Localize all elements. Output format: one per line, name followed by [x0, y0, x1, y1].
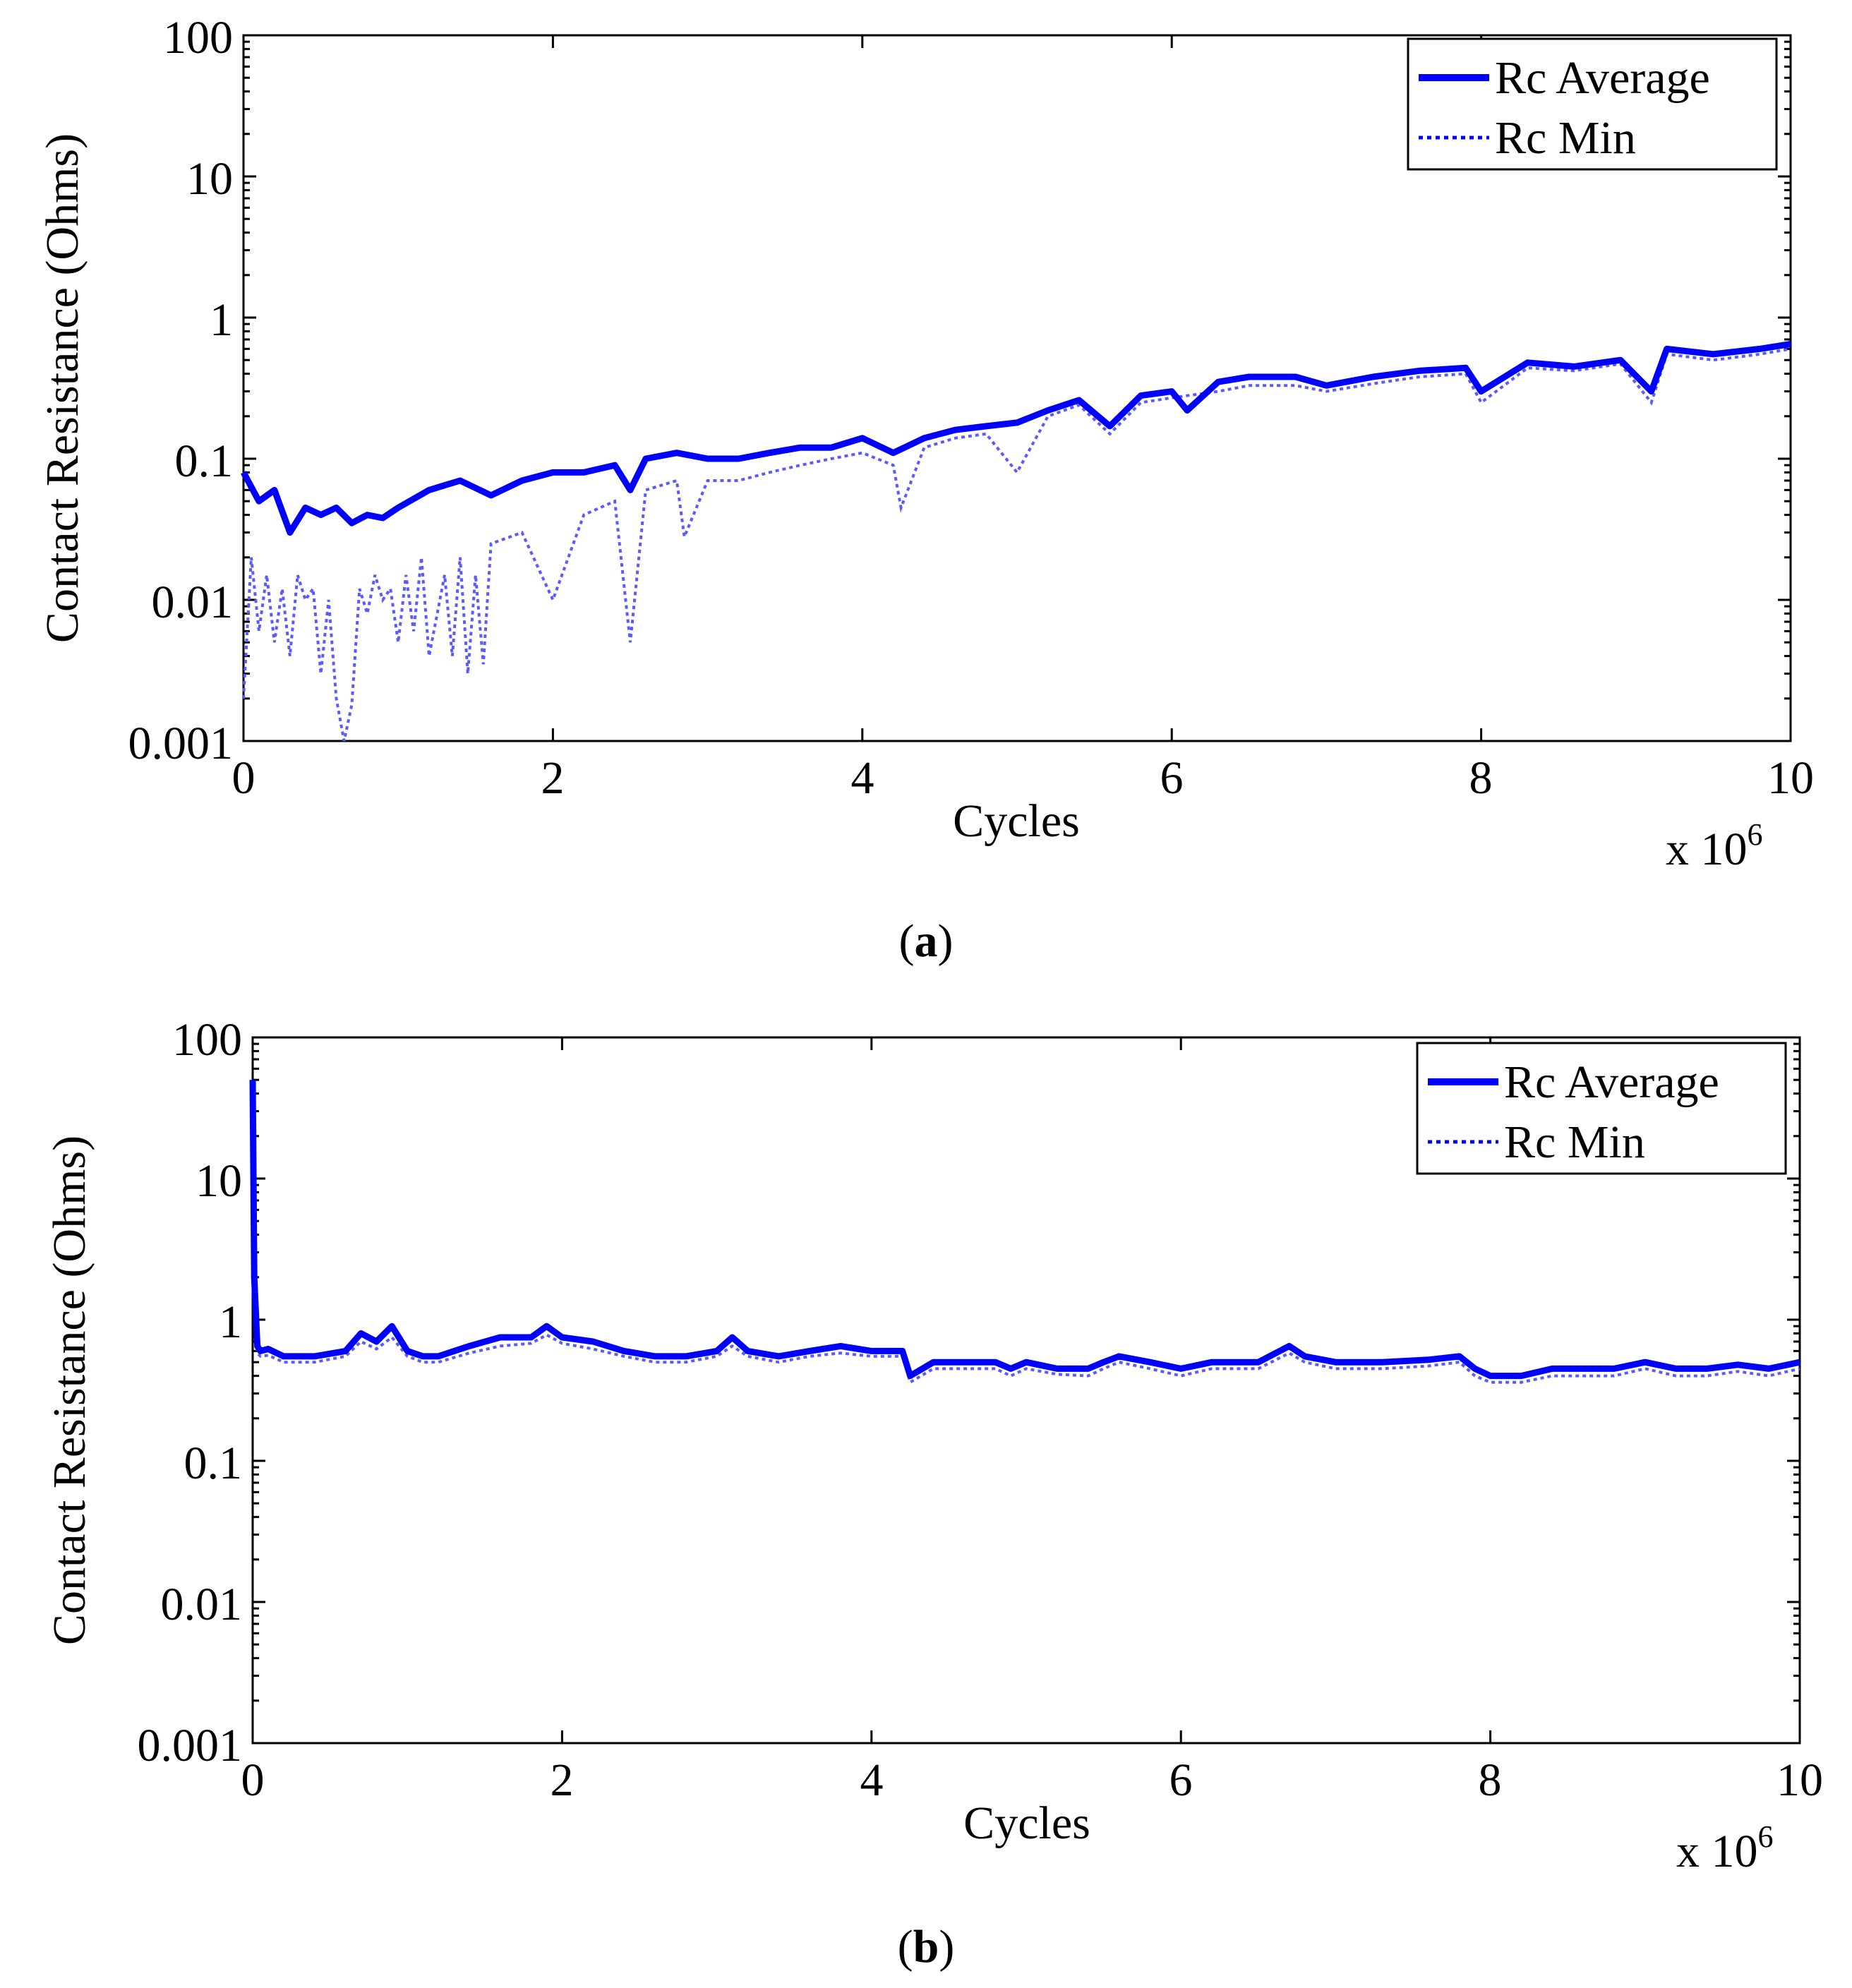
chart-b-plot-area — [251, 1036, 1801, 1745]
chart-b-xtick-label: 10 — [1776, 1754, 1823, 1806]
caption-b: (b) — [898, 1921, 955, 1972]
chart-b-series-rc-average — [249, 1080, 1800, 1380]
chart-a-ytick-label: 0.1 — [175, 435, 234, 487]
chart-b-legend-label: Rc Min — [1504, 1116, 1645, 1168]
chart-b-legend-box — [1416, 1042, 1787, 1175]
chart-b-xtick-label: 8 — [1479, 1754, 1502, 1806]
chart-a-xtick-label: 6 — [1160, 752, 1184, 804]
chart-a: 0.001 0.01 0.1 1 10 100 0 2 4 6 8 10 Cyc… — [37, 12, 1814, 875]
chart-a-legend-label: Rc Average — [1495, 52, 1710, 104]
chart-a-xtick-label: 0 — [232, 752, 255, 804]
chart-b-ytick-label: 0.01 — [161, 1579, 243, 1630]
chart-a-series-rc-average — [241, 340, 1791, 536]
chart-a-xtick-label: 10 — [1767, 752, 1814, 804]
chart-b-x-multiplier: x 106 — [1676, 1819, 1774, 1877]
chart-a-series-rc-min — [242, 347, 1791, 742]
chart-b-legend: Rc Average Rc Min — [1416, 1042, 1787, 1175]
chart-b-ytick-label: 0.1 — [184, 1438, 243, 1489]
chart-b-ytick-label: 10 — [196, 1155, 242, 1207]
chart-b-legend-label: Rc Average — [1504, 1056, 1719, 1108]
chart-a-legend-label: Rc Min — [1495, 112, 1636, 164]
chart-a-ytick-label: 0.01 — [152, 577, 234, 628]
chart-b-ticks — [251, 1036, 1801, 1745]
chart-b-xtick-label: 0 — [241, 1754, 265, 1806]
chart-a-x-multiplier: x 106 — [1666, 817, 1763, 875]
chart-b-xtick-label: 6 — [1169, 1754, 1193, 1806]
chart-b-ytick-label: 0.001 — [138, 1720, 243, 1771]
caption-a: (a) — [899, 915, 954, 967]
chart-a-xlabel: Cycles — [953, 795, 1080, 847]
chart-a-series — [241, 340, 1791, 742]
chart-a-legend-box — [1407, 37, 1778, 171]
chart-a-xtick-label: 2 — [541, 752, 565, 804]
chart-b-series-rc-min — [251, 1093, 1800, 1385]
chart-b: 0.001 0.01 0.1 1 10 100 0 2 4 6 8 10 Cyc… — [44, 1014, 1823, 1877]
chart-a-ytick-label: 10 — [186, 153, 233, 205]
chart-a-xtick-label: 4 — [851, 752, 874, 804]
chart-a-ytick-label: 0.001 — [128, 718, 234, 769]
chart-b-ytick-label: 100 — [172, 1014, 242, 1066]
chart-b-series — [249, 1080, 1800, 1385]
chart-b-xlabel: Cycles — [963, 1797, 1090, 1849]
chart-b-ylabel: Contact Resistance (Ohms) — [44, 1135, 95, 1645]
chart-a-ytick-label: 100 — [163, 12, 233, 64]
chart-b-xtick-label: 2 — [551, 1754, 574, 1806]
chart-a-xtick-label: 8 — [1469, 752, 1493, 804]
chart-b-ytick-label: 1 — [219, 1296, 242, 1348]
chart-a-plot-area — [242, 34, 1792, 742]
chart-a-ylabel: Contact Resistance (Ohms) — [37, 133, 88, 643]
chart-b-xtick-label: 4 — [860, 1754, 884, 1806]
chart-a-ytick-label: 1 — [210, 294, 233, 346]
chart-a-legend: Rc Average Rc Min — [1407, 37, 1778, 171]
